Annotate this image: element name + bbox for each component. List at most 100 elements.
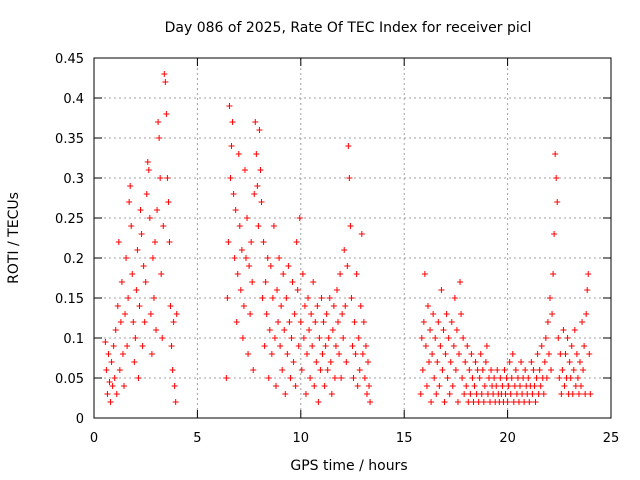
data-point [283,295,290,301]
data-point [321,383,328,389]
data-point [322,343,329,349]
data-point [518,359,525,365]
data-point [468,351,475,357]
data-point [247,311,254,317]
data-point [352,351,359,357]
data-point [257,167,264,173]
data-point [137,207,144,213]
data-point [466,367,473,373]
data-point [238,247,245,253]
data-point [505,383,512,389]
data-point [113,391,120,397]
data-point [224,295,231,301]
data-point [463,383,470,389]
data-point [540,391,547,397]
data-point [270,223,277,229]
data-point [124,343,131,349]
y-tick-label: 0.25 [55,212,84,227]
data-point [301,303,308,309]
data-point [266,327,273,333]
data-point [346,175,353,181]
data-point [293,239,300,245]
data-point [252,119,259,125]
data-point [169,367,176,373]
data-point [533,375,540,381]
data-point [275,319,282,325]
data-point [117,319,124,325]
data-point [568,343,575,349]
data-point [230,191,237,197]
data-point [170,319,177,325]
data-point [558,391,565,397]
data-point [235,151,242,157]
data-point [171,383,178,389]
data-point [350,375,357,381]
data-point [152,239,159,245]
data-point [339,311,346,317]
data-point [153,327,160,333]
data-point [319,351,326,357]
data-point [477,351,484,357]
data-point [163,111,170,117]
data-point [306,327,313,333]
x-tick-label: 20 [499,431,516,446]
data-point [115,239,122,245]
data-point [335,319,342,325]
data-point [544,319,551,325]
data-point [133,287,140,293]
data-point [136,303,143,309]
data-point [537,383,544,389]
data-point [483,343,490,349]
data-point [241,167,248,173]
data-point [509,351,516,357]
data-point [160,223,167,229]
data-point [150,295,157,301]
data-point [447,359,454,365]
data-point [453,327,460,333]
data-point [263,311,270,317]
data-point [279,367,286,373]
data-point [239,335,246,341]
data-point [141,319,148,325]
data-point [317,367,324,373]
data-point [562,351,569,357]
y-tick-label: 0.2 [63,252,84,267]
data-point [530,367,537,373]
data-point [242,255,249,261]
data-point [259,295,266,301]
data-point [581,343,588,349]
data-point [282,391,289,397]
data-point [167,303,174,309]
data-point [308,311,315,317]
data-point [418,335,425,341]
data-point [574,375,581,381]
data-point [575,391,582,397]
y-tick-label: 0.3 [63,172,84,187]
data-point [572,383,579,389]
data-point [149,255,156,261]
data-point [585,271,592,277]
data-point [353,271,360,277]
data-point [140,263,147,269]
data-point [354,383,361,389]
data-point [479,367,486,373]
data-point [271,335,278,341]
data-point [126,199,133,205]
data-point [556,375,563,381]
chart-title: Day 086 of 2025, Rate Of TEC Index for r… [165,20,532,36]
data-point [116,367,123,373]
data-point [316,335,323,341]
data-point [513,391,520,397]
data-point [564,335,571,341]
data-point [438,287,445,293]
data-point [112,327,119,333]
data-point [338,375,345,381]
data-point [554,199,561,205]
data-point [144,159,151,165]
data-point [296,215,303,221]
data-point [285,263,292,269]
data-point [361,375,368,381]
data-point [157,175,164,181]
data-point [501,367,508,373]
data-point [454,399,461,405]
